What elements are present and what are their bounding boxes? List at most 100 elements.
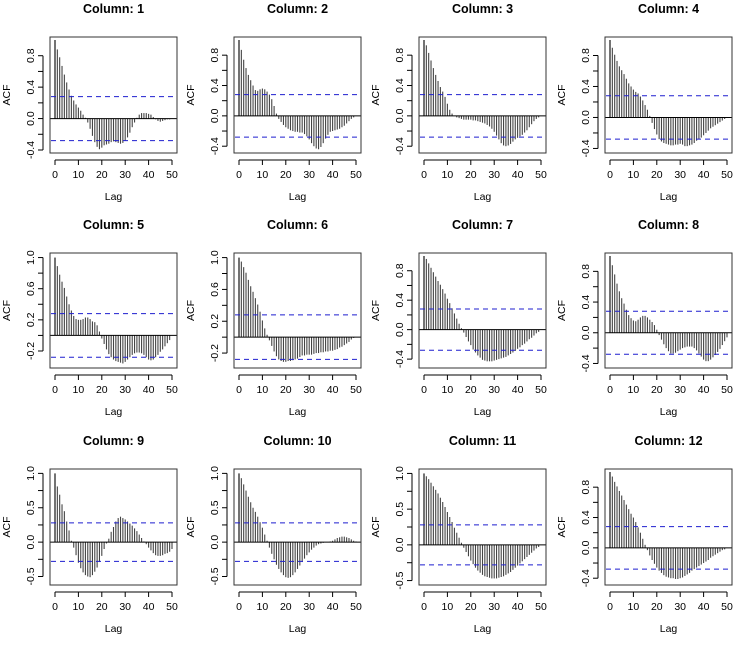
y-tick-label: 0.5 [394,502,406,517]
x-tick-label: 20 [96,169,108,181]
x-tick-label: 10 [628,601,640,613]
x-tick-label: 50 [721,601,733,613]
y-tick-label: 0.8 [580,48,592,63]
y-tick-label: -0.4 [25,141,37,159]
acf-panel-12: Column: 12 0 10 20 30 40 50 Lag -0.4 0.0 0.4 0.8 ACF [556,434,733,635]
y-tick-label: 0.4 [25,80,37,95]
plot-frame [49,468,178,586]
x-tick-label: 30 [488,169,500,181]
y-tick-label: 0.4 [394,293,406,308]
x-tick-label: 40 [143,601,155,613]
x-tick-label: 30 [674,169,686,181]
y-tick-label: 1.0 [25,250,37,265]
y-axis-label: ACF [370,300,382,321]
panel-title: Column: 11 [449,434,516,448]
panel-title: Column: 10 [263,434,331,448]
x-tick-label: 50 [166,384,178,396]
y-axis-label: ACF [556,517,568,538]
y-tick-label: 0.0 [394,537,406,552]
panel-title: Column: 8 [638,218,699,232]
y-tick-label: 0.4 [394,78,406,93]
x-tick-label: 0 [421,601,427,613]
acf-panel-3: Column: 3 0 10 20 30 40 50 Lag -0.4 0.0 0.4 0.8 ACF [370,2,547,203]
acf-panel-7: Column: 7 0 10 20 30 40 50 Lag -0.4 0.0 0.4 0.8 ACF [370,218,547,418]
y-axis-label: ACF [556,85,568,106]
x-tick-label: 40 [327,384,339,396]
plot-frame [418,36,547,154]
x-axis-label: Lag [660,191,678,203]
x-tick-label: 40 [698,601,710,613]
x-tick-label: 10 [73,169,85,181]
y-axis-label: ACF [185,85,197,106]
y-tick-label: -0.4 [580,569,592,587]
y-tick-label: -0.5 [209,567,221,585]
y-tick-label: 1.0 [209,250,221,265]
x-tick-label: 10 [73,384,85,396]
x-tick-label: 0 [52,169,58,181]
x-tick-label: 50 [166,169,178,181]
x-tick-label: 0 [607,169,613,181]
y-tick-label: 0.8 [580,264,592,279]
x-axis-label: Lag [474,191,492,203]
x-tick-label: 10 [628,169,640,181]
y-tick-label: -0.2 [209,344,221,362]
y-tick-label: 0.2 [209,314,221,329]
x-tick-label: 50 [350,601,362,613]
x-tick-label: 0 [52,384,58,396]
x-tick-label: 40 [698,169,710,181]
y-tick-label: 0.0 [25,111,37,126]
y-tick-label: -0.4 [209,137,221,155]
x-tick-label: 30 [303,169,315,181]
y-tick-label: 0.0 [394,322,406,337]
y-tick-label: 0.8 [209,48,221,63]
x-axis-label: Lag [289,191,307,203]
x-tick-label: 30 [674,601,686,613]
x-tick-label: 40 [698,384,710,396]
y-tick-label: 1.0 [25,466,37,481]
y-tick-label: -0.4 [580,139,592,157]
x-tick-label: 0 [607,601,613,613]
x-tick-label: 10 [442,384,454,396]
x-tick-label: 10 [73,601,85,613]
y-tick-label: 0.8 [394,263,406,278]
panel-title: Column: 5 [83,218,144,232]
y-tick-label: 0.4 [209,78,221,93]
x-tick-label: 10 [257,384,269,396]
y-tick-label: -0.4 [394,137,406,155]
x-tick-label: 40 [512,169,524,181]
acf-panel-1: Column: 1 0 10 20 30 40 50 Lag -0.4 0.0 0.4 0.8 ACF [1,2,178,203]
plot-frame [604,36,733,154]
y-tick-label: 0.4 [580,510,592,525]
x-tick-label: 50 [350,384,362,396]
y-tick-label: 0.8 [580,480,592,495]
y-tick-label: 0.0 [580,110,592,125]
y-tick-label: 0.4 [580,295,592,310]
x-axis-label: Lag [474,406,492,418]
x-tick-label: 30 [674,384,686,396]
x-tick-label: 30 [488,384,500,396]
panel-title: Column: 2 [267,2,328,16]
x-tick-label: 0 [421,384,427,396]
x-tick-label: 20 [280,384,292,396]
y-tick-label: -0.5 [394,571,406,589]
y-tick-label: -0.2 [25,342,37,360]
y-axis-label: ACF [1,517,13,538]
x-axis-label: Lag [105,406,123,418]
y-tick-label: -0.4 [394,350,406,368]
panel-title: Column: 6 [267,218,328,232]
x-tick-label: 10 [442,169,454,181]
x-axis-label: Lag [660,623,678,635]
y-tick-label: 0.0 [25,535,37,550]
y-tick-label: 0.5 [209,500,221,515]
acf-panel-11: Column: 11 0 10 20 30 40 50 Lag -0.5 0.0 0.5 1.0 ACF [370,434,547,635]
plot-frame [49,36,178,154]
x-tick-label: 30 [119,384,131,396]
panel-title: Column: 7 [452,218,513,232]
y-tick-label: -0.4 [580,354,592,372]
plot-frame [49,252,178,369]
x-tick-label: 20 [465,169,477,181]
x-tick-label: 30 [119,601,131,613]
y-axis-label: ACF [1,85,13,106]
y-axis-label: ACF [185,517,197,538]
x-tick-label: 10 [442,601,454,613]
